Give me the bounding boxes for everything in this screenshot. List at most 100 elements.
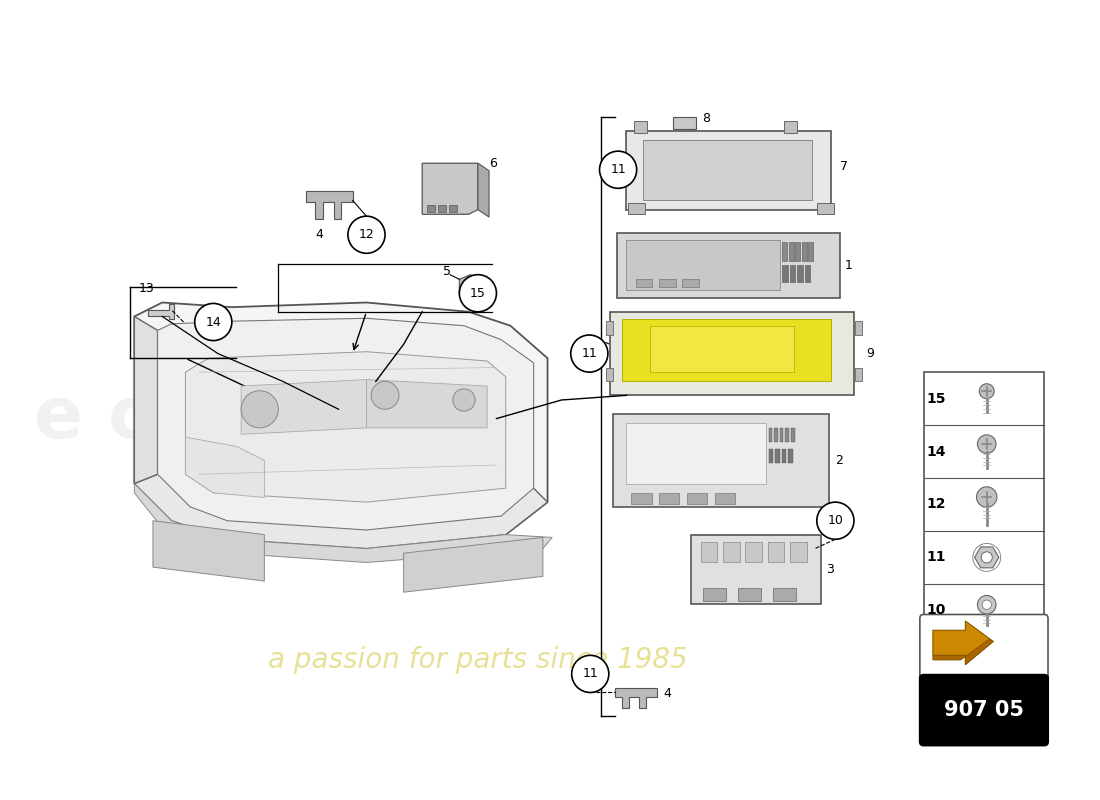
Bar <box>802 242 806 261</box>
Circle shape <box>241 390 278 428</box>
Text: e c r p a r t s: e c r p a r t s <box>34 384 551 453</box>
Polygon shape <box>241 379 366 434</box>
Polygon shape <box>673 117 696 129</box>
Text: 10: 10 <box>927 603 946 618</box>
Bar <box>789 242 793 261</box>
Text: 7: 7 <box>840 159 848 173</box>
Bar <box>924 372 1044 637</box>
Text: 907 05: 907 05 <box>944 700 1024 720</box>
Polygon shape <box>627 130 830 210</box>
Polygon shape <box>975 547 999 568</box>
Polygon shape <box>186 352 506 502</box>
Bar <box>788 450 793 463</box>
Text: 4: 4 <box>316 228 323 242</box>
Text: 2: 2 <box>835 454 844 467</box>
Polygon shape <box>933 621 993 665</box>
Polygon shape <box>933 639 993 665</box>
Circle shape <box>978 435 996 454</box>
Bar <box>855 367 862 382</box>
Bar <box>808 242 813 261</box>
Circle shape <box>978 595 996 614</box>
Text: 1: 1 <box>845 259 853 272</box>
Circle shape <box>195 303 232 341</box>
Polygon shape <box>644 140 812 200</box>
Bar <box>784 122 798 133</box>
Circle shape <box>600 151 637 188</box>
Circle shape <box>371 382 399 410</box>
Bar <box>449 205 458 213</box>
Bar <box>746 542 762 562</box>
Polygon shape <box>621 319 830 382</box>
Bar <box>782 266 788 282</box>
Bar <box>790 266 795 282</box>
Bar <box>682 279 698 286</box>
Bar <box>795 242 800 261</box>
Bar <box>790 542 806 562</box>
Text: a passion for parts since 1985: a passion for parts since 1985 <box>268 646 688 674</box>
FancyBboxPatch shape <box>920 675 1048 746</box>
Polygon shape <box>613 414 829 506</box>
Bar <box>631 493 651 504</box>
Bar <box>782 242 788 261</box>
Text: 14: 14 <box>206 315 221 329</box>
Polygon shape <box>422 163 477 214</box>
Bar <box>817 203 834 214</box>
Bar <box>701 542 717 562</box>
Bar <box>791 428 794 442</box>
Circle shape <box>817 502 854 539</box>
Bar <box>855 321 862 335</box>
FancyBboxPatch shape <box>920 614 1048 682</box>
Polygon shape <box>186 437 264 498</box>
Bar <box>785 428 789 442</box>
Bar <box>769 450 773 463</box>
Polygon shape <box>617 233 840 298</box>
Polygon shape <box>306 191 353 219</box>
Text: 15: 15 <box>927 392 946 406</box>
Polygon shape <box>134 483 552 562</box>
Text: 8: 8 <box>703 112 711 125</box>
Circle shape <box>979 384 994 398</box>
Polygon shape <box>153 521 264 581</box>
Polygon shape <box>692 534 822 604</box>
Text: 14: 14 <box>927 445 946 458</box>
Polygon shape <box>404 538 543 592</box>
Text: 10: 10 <box>827 514 844 527</box>
Text: 4: 4 <box>663 687 671 700</box>
Polygon shape <box>477 163 490 217</box>
Text: 12: 12 <box>359 228 374 242</box>
Bar <box>805 266 811 282</box>
Bar <box>768 542 784 562</box>
Polygon shape <box>157 318 534 530</box>
Circle shape <box>977 487 997 507</box>
Circle shape <box>572 655 608 693</box>
Text: 3: 3 <box>826 563 834 577</box>
Bar <box>659 493 680 504</box>
Text: 11: 11 <box>927 550 946 564</box>
Circle shape <box>982 600 991 610</box>
Bar <box>427 205 436 213</box>
Bar <box>438 205 447 213</box>
Bar <box>606 321 614 335</box>
Text: 11: 11 <box>582 347 597 360</box>
Polygon shape <box>460 274 483 298</box>
Bar <box>774 428 778 442</box>
Text: 9: 9 <box>866 347 873 360</box>
Text: 5: 5 <box>442 266 451 278</box>
Circle shape <box>981 552 992 563</box>
Bar <box>773 589 796 602</box>
Polygon shape <box>134 302 548 549</box>
Bar <box>798 266 803 282</box>
Bar <box>634 122 647 133</box>
Bar <box>769 428 772 442</box>
Bar <box>738 589 761 602</box>
Circle shape <box>348 216 385 254</box>
Circle shape <box>460 274 496 312</box>
Polygon shape <box>134 317 157 483</box>
Polygon shape <box>134 474 548 549</box>
Text: 11: 11 <box>582 667 598 681</box>
Text: 6: 6 <box>490 157 497 170</box>
Text: 15: 15 <box>470 286 486 300</box>
Bar <box>780 428 783 442</box>
Polygon shape <box>615 688 657 708</box>
Bar <box>636 279 652 286</box>
